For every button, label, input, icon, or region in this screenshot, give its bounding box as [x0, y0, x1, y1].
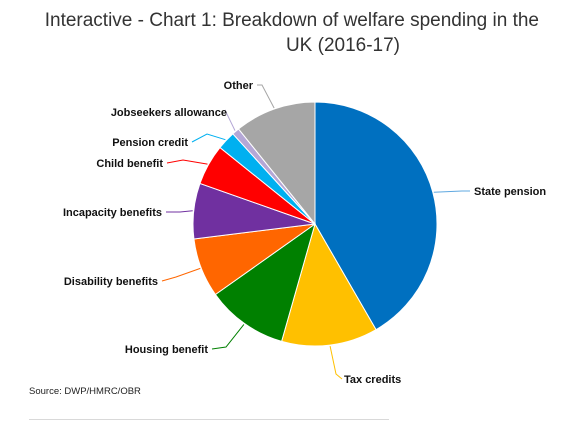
slice-label-pension-credit: Pension credit — [112, 137, 188, 149]
slice-label-child-benefit: Child benefit — [96, 158, 163, 170]
source-note: Source: DWP/HMRC/OBR — [29, 386, 141, 397]
pie-slices — [193, 102, 437, 346]
pie-chart: State pension Tax credits Housing benefit D… — [0, 0, 575, 400]
slice-label-other: Other — [224, 80, 254, 92]
slice-label-housing-benefit: Housing benefit — [125, 344, 208, 356]
leader-line-disability-benefits — [162, 268, 200, 281]
slice-label-disability-benefits: Disability benefits — [64, 276, 158, 288]
leader-line-housing-benefit — [212, 324, 244, 349]
leader-line-incapacity-benefits — [166, 211, 193, 212]
slice-label-tax-credits: Tax credits — [344, 374, 401, 386]
slice-label-incapacity-benefits: Incapacity benefits — [63, 207, 162, 219]
leader-line-child-benefit — [167, 160, 208, 164]
bottom-divider — [29, 419, 389, 420]
leader-line-state-pension — [434, 191, 470, 192]
leader-line-tax-credits — [330, 346, 342, 379]
leader-line-pension-credit — [192, 134, 225, 142]
slice-label-state-pension: State pension — [474, 186, 546, 198]
leader-line-other — [257, 85, 274, 108]
slice-label-jobseekers-allowance: Jobseekers allowance — [111, 107, 227, 119]
